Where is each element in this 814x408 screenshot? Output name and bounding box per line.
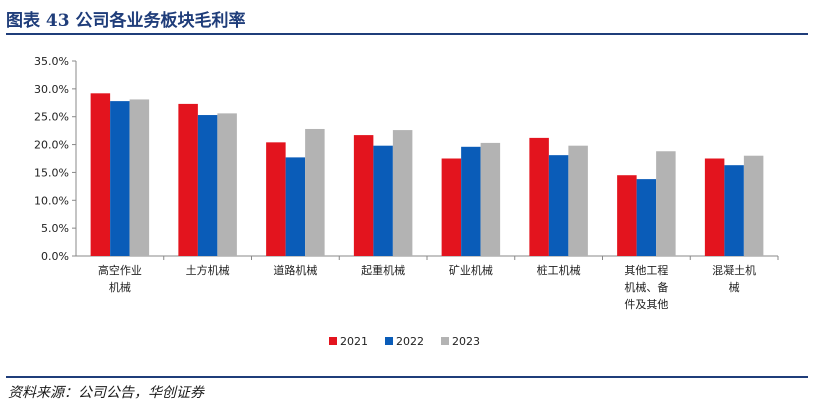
bar-2023-4: [392, 130, 413, 256]
bar-2023-3: [305, 128, 325, 256]
y-tick-label: 30.0%: [34, 83, 69, 96]
y-tick-label: 10.0%: [34, 194, 69, 207]
bar-2022-8: [724, 165, 744, 256]
bar-2023-6: [568, 145, 588, 256]
category-label: 起重机械: [361, 263, 405, 277]
bar-2023-2: [217, 113, 237, 256]
category-label: 件及其他: [624, 298, 668, 311]
bar-2022-2: [197, 115, 218, 257]
source-note: 资料来源：公司公告，华创证券: [8, 385, 204, 401]
bar-2022-1: [110, 101, 130, 256]
y-tick-label: 5.0%: [41, 222, 69, 235]
figure-title: 图表 43 公司各业务板块毛利率: [6, 11, 246, 31]
bar-chart: 0.0% 5.0% 10.0% 15.0% 20.0% 25.0% 30.0% 35.0% 高空…: [34, 55, 779, 348]
legend-swatch-2022: [385, 337, 393, 345]
legend-label-2021: 2021: [340, 335, 368, 348]
legend-label-2022: 2022: [396, 335, 424, 348]
category-label: 道路机械: [273, 263, 317, 277]
bar-2021-3: [266, 142, 286, 256]
legend-swatch-2021: [329, 337, 337, 345]
bar-2021-8: [704, 158, 725, 256]
figure-header: 图表 43 公司各业务板块毛利率: [4, 2, 810, 32]
bar-2021-6: [529, 137, 549, 256]
category-label: 机械: [109, 280, 131, 294]
category-label: 机械、备: [624, 280, 668, 294]
bar-2021-4: [353, 135, 374, 256]
category-label: 土方机械: [186, 263, 230, 277]
bar-2022-3: [285, 157, 306, 256]
bar-2021-7: [617, 175, 637, 256]
category-label: 混凝土机: [712, 263, 756, 277]
title-rule: [6, 33, 808, 35]
category-label: 矿业机械: [449, 263, 493, 277]
bar-2021-2: [178, 103, 198, 257]
bar-2023-1: [129, 99, 150, 256]
bar-2022-6: [548, 155, 569, 256]
category-label: 桩工机械: [537, 263, 581, 277]
category-label: 高空作业: [98, 263, 142, 277]
y-tick-label: 35.0%: [34, 55, 69, 68]
legend-label-2023: 2023: [452, 335, 480, 348]
category-label: 其他工程: [624, 264, 668, 277]
footer-rule: [6, 376, 808, 378]
y-tick-label: 25.0%: [34, 111, 69, 124]
bar-2023-8: [743, 155, 764, 256]
y-tick-label: 20.0%: [34, 139, 69, 152]
bar-2022-5: [461, 146, 481, 256]
bar-2021-1: [90, 93, 111, 256]
y-tick-label: 15.0%: [34, 166, 69, 179]
bar-2022-7: [636, 179, 657, 256]
bar-2023-5: [480, 142, 501, 256]
legend-swatch-2023: [441, 337, 449, 345]
bar-2023-7: [656, 151, 676, 256]
bar-2021-5: [441, 158, 462, 256]
y-tick-label: 0.0%: [41, 250, 69, 263]
bar-2022-4: [373, 145, 393, 256]
category-label: 械: [729, 280, 740, 294]
